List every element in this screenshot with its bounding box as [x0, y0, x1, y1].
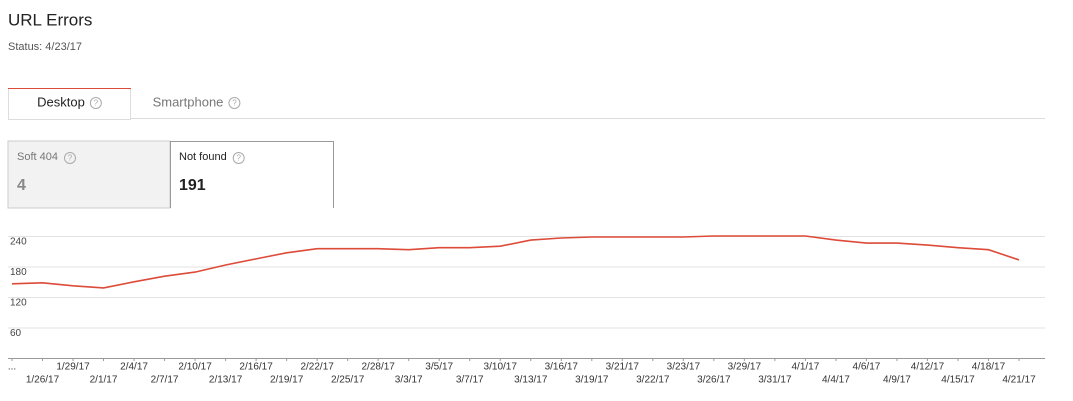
x-tick-label: 3/23/17: [667, 362, 701, 373]
x-tick-label: 3/16/17: [545, 362, 579, 373]
x-tick-label: 2/19/17: [270, 375, 304, 386]
x-tick-label: 1/26/17: [26, 375, 60, 386]
x-tick-label: 3/29/17: [728, 362, 762, 373]
tab-active[interactable]: [8, 88, 131, 120]
x-tick-label: 3/5/17: [425, 362, 453, 373]
x-tick-label: 4/9/17: [883, 375, 911, 386]
help-icon[interactable]: [89, 97, 102, 109]
help-icon-glyph: ?: [236, 154, 241, 163]
metric-value: 191: [179, 177, 206, 194]
help-icon-glyph: ?: [232, 99, 237, 108]
help-icon[interactable]: [63, 152, 76, 164]
help-icon-glyph: ?: [94, 99, 99, 108]
x-tick-label: 3/7/17: [456, 375, 484, 386]
tab-label[interactable]: Smartphone: [153, 94, 224, 109]
x-tick-label: 3/22/17: [636, 375, 670, 386]
x-tick-label: 2/16/17: [239, 362, 273, 373]
x-tick-label: 3/31/17: [758, 375, 792, 386]
help-icon[interactable]: [232, 152, 245, 164]
x-tick-label: ...: [8, 362, 16, 373]
data-line: [11, 235, 1020, 289]
metric-value: 4: [17, 177, 26, 194]
x-tick-label: 2/13/17: [209, 375, 243, 386]
x-tick-label: 4/15/17: [941, 375, 975, 386]
x-tick-label: 3/19/17: [575, 375, 609, 386]
y-tick-label: 120: [10, 298, 27, 309]
x-tick-label: 4/12/17: [911, 362, 945, 373]
y-tick-label: 60: [10, 328, 22, 339]
tab-label[interactable]: Desktop: [37, 94, 85, 109]
status: Status: 4/23/17: [8, 41, 82, 53]
x-tick-label: 4/21/17: [1002, 375, 1036, 386]
metric-label: Soft 404: [17, 151, 58, 163]
x-tick-label: 1/29/17: [56, 362, 90, 373]
x-tick-label: 4/6/17: [853, 362, 881, 373]
x-tick-label: 2/10/17: [178, 362, 212, 373]
x-tick-label: 2/28/17: [361, 362, 395, 373]
page-title: URL Errors: [8, 10, 92, 29]
x-tick-label: 3/21/17: [606, 362, 640, 373]
y-tick-label: 240: [10, 237, 27, 248]
x-tick-label: 3/10/17: [484, 362, 518, 373]
x-tick-label: 4/4/17: [822, 375, 850, 386]
x-tick-label: 3/26/17: [697, 375, 731, 386]
metric-label: Not found: [179, 151, 227, 163]
metric-card[interactable]: [170, 141, 334, 209]
x-tick-label: 2/4/17: [120, 362, 148, 373]
x-tick-label: 4/1/17: [791, 362, 819, 373]
x-tick-label: 3/13/17: [514, 375, 548, 386]
help-icon-glyph: ?: [68, 154, 73, 163]
x-tick-label: 2/25/17: [331, 375, 365, 386]
y-tick-label: 180: [10, 267, 27, 278]
x-tick-label: 4/18/17: [972, 362, 1006, 373]
x-tick-label: 2/7/17: [151, 375, 179, 386]
x-tick-label: 2/22/17: [300, 362, 334, 373]
x-tick-label: 3/3/17: [395, 375, 423, 386]
help-icon[interactable]: [228, 97, 241, 109]
x-tick-label: 2/1/17: [90, 375, 118, 386]
